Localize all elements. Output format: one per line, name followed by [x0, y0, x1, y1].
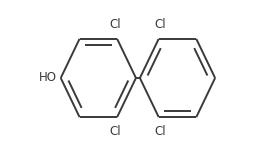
Text: Cl: Cl — [109, 18, 121, 31]
Text: Cl: Cl — [155, 18, 167, 31]
Text: Cl: Cl — [155, 125, 167, 138]
Text: HO: HO — [39, 71, 57, 84]
Text: Cl: Cl — [109, 125, 121, 138]
